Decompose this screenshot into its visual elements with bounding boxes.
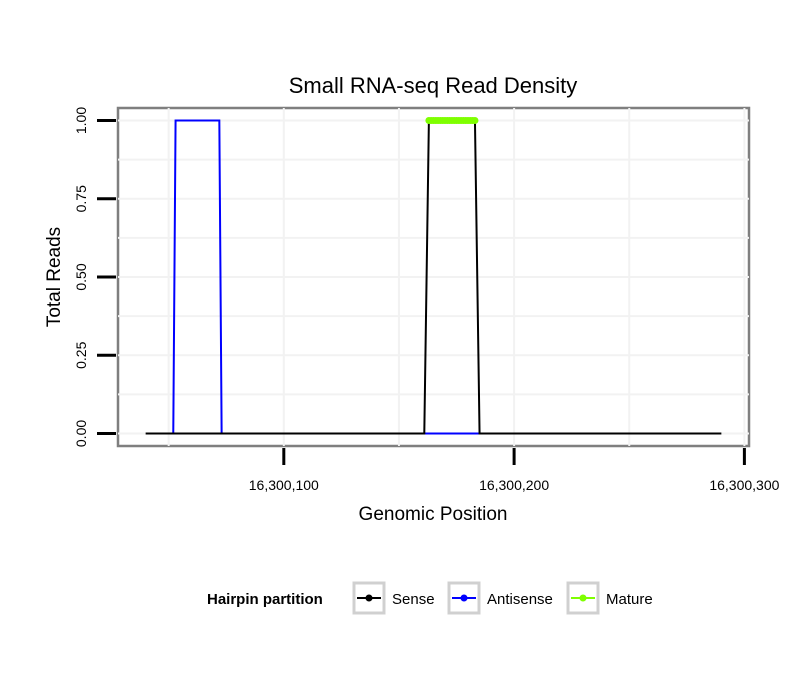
mature-point bbox=[471, 117, 479, 125]
x-tick-label: 16,300,100 bbox=[249, 477, 319, 493]
chart-title: Small RNA-seq Read Density bbox=[289, 73, 578, 98]
legend-label-mature: Mature bbox=[606, 591, 653, 608]
legend-item-antisense: Antisense bbox=[447, 581, 553, 615]
legend-point-sense bbox=[365, 594, 373, 602]
legend-point-mature bbox=[579, 594, 587, 602]
y-tick-label: 1.00 bbox=[73, 107, 89, 134]
grid-lines bbox=[118, 108, 749, 446]
y-axis-title: Total Reads bbox=[44, 227, 65, 327]
y-tick-label: 0.00 bbox=[73, 420, 89, 447]
x-tick-label: 16,300,300 bbox=[709, 477, 779, 493]
legend-item-mature: Mature bbox=[566, 581, 653, 615]
y-tick-label: 0.50 bbox=[73, 263, 89, 290]
y-tick-label: 0.75 bbox=[73, 185, 89, 212]
series-layer bbox=[145, 117, 722, 435]
x-axis-title: Genomic Position bbox=[359, 504, 508, 525]
y-tick-label: 0.25 bbox=[73, 341, 89, 368]
legend-label-antisense: Antisense bbox=[487, 591, 553, 608]
legend-point-antisense bbox=[460, 594, 468, 602]
legend-label-sense: Sense bbox=[392, 591, 435, 608]
series-points-mature bbox=[425, 117, 479, 125]
legend-item-sense: Sense bbox=[352, 581, 435, 615]
axes: 0.00 0.25 0.50 0.75 1.00 16,300,100 16,300,200… bbox=[73, 107, 780, 493]
x-tick-label: 16,300,200 bbox=[479, 477, 549, 493]
series-line-antisense bbox=[172, 119, 480, 435]
legend: Hairpin partition Sense Antisense Mature bbox=[207, 581, 653, 615]
legend-title: Hairpin partition bbox=[207, 591, 323, 608]
